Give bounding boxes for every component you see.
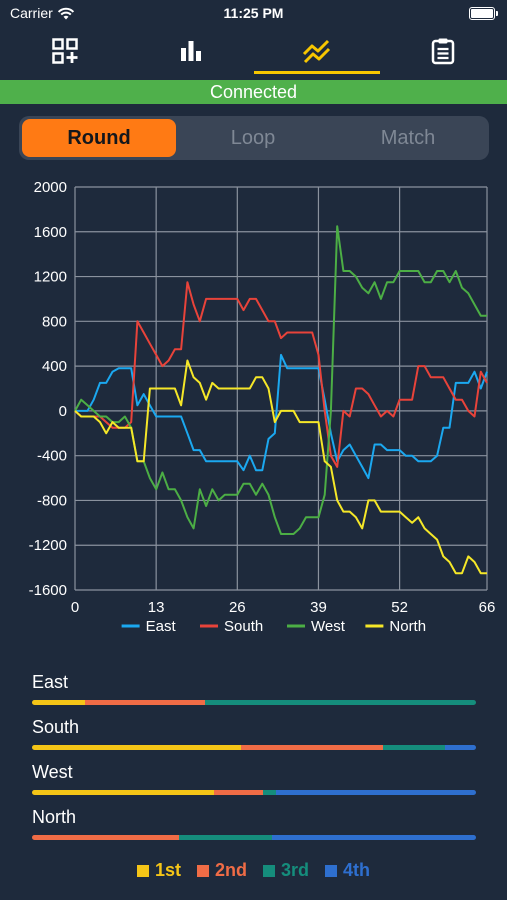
y-tick-label: -800	[37, 492, 67, 509]
trend-chart-icon	[302, 39, 331, 64]
rank-segment-3rd	[205, 700, 476, 705]
series-line-south	[74, 281, 488, 468]
x-tick-label: 39	[310, 599, 327, 616]
rank-legend-item: 4th	[325, 860, 370, 881]
top-tab-bar	[0, 28, 507, 80]
x-tick-label: 0	[71, 599, 79, 616]
rank-segment-3rd	[382, 745, 445, 750]
segment-round[interactable]: Round	[22, 119, 176, 157]
rank-legend: 1st 2nd 3rd 4th	[0, 860, 507, 881]
y-tick-label: 1200	[34, 269, 67, 286]
rank-segment-2nd	[214, 790, 263, 795]
status-bar: Carrier 11:25 PM	[0, 0, 507, 28]
rank-segment-1st	[32, 745, 241, 750]
x-tick-label: 66	[479, 599, 496, 616]
wifi-icon	[57, 7, 74, 19]
clock: 11:25 PM	[223, 5, 284, 21]
period-segmented-control: Round Loop Match	[19, 116, 489, 160]
battery-icon	[469, 7, 498, 20]
rank-label: 2nd	[214, 860, 247, 880]
player-name: East	[32, 672, 69, 692]
rank-bar	[32, 835, 476, 840]
y-axis-ticks: 2000 1600 1200 800 400 0 -400 -800 -1200 -1600	[29, 179, 67, 599]
player-name: South	[32, 717, 80, 737]
legend-label-east: East	[146, 618, 177, 635]
y-tick-label: -1600	[29, 582, 67, 599]
bar-chart-icon	[181, 41, 201, 61]
rank-segment-3rd	[178, 835, 272, 840]
legend-label-south: South	[224, 618, 263, 635]
carrier-label: Carrier	[10, 5, 53, 21]
series-line-east	[75, 353, 488, 480]
player-name: North	[32, 807, 77, 827]
x-tick-label: 52	[391, 599, 408, 616]
rank-segment-4th	[444, 745, 476, 750]
score-trend-chart: 2000 1600 1200 800 400 0 -400 -800 -1200 -1600 0 1…	[29, 179, 496, 635]
series-line-north	[74, 359, 487, 575]
active-tab-indicator	[254, 71, 380, 74]
y-tick-label: -400	[37, 448, 67, 465]
rank-legend-item: 1st	[136, 860, 181, 881]
tab-stats[interactable]	[128, 28, 254, 74]
rank-bar	[32, 790, 476, 795]
x-tick-label: 26	[229, 599, 246, 616]
y-tick-label: 0	[59, 403, 67, 420]
rank-segment-4th	[276, 790, 476, 795]
tab-add-score[interactable]	[2, 28, 128, 74]
y-tick-label: 2000	[34, 179, 67, 196]
rank-segment-2nd	[32, 835, 179, 840]
tab-log[interactable]	[380, 28, 506, 74]
series-line-west	[74, 225, 487, 535]
rank-bar	[32, 700, 476, 705]
rank-segment-2nd	[240, 745, 383, 750]
tab-trend[interactable]	[254, 28, 380, 74]
rank-bar	[32, 745, 476, 750]
grid-plus-icon	[52, 38, 78, 64]
y-tick-label: 1600	[34, 224, 67, 241]
rank-swatch	[263, 864, 275, 877]
clipboard-icon	[431, 38, 455, 65]
rank-label: 1st	[154, 860, 181, 880]
connection-banner: Connected	[0, 80, 507, 104]
y-tick-label: 400	[42, 358, 67, 375]
rank-label: 3rd	[281, 860, 310, 880]
rank-swatch	[196, 864, 209, 877]
rank-segment-2nd	[85, 700, 206, 705]
player-name: West	[32, 762, 73, 782]
rank-segment-3rd	[262, 790, 277, 795]
chart-series	[74, 225, 488, 575]
y-tick-label: -1200	[29, 537, 67, 554]
segment-loop[interactable]: Loop	[230, 127, 276, 149]
rank-segment-1st	[32, 700, 86, 705]
legend-label-north: North	[389, 618, 426, 635]
x-axis-ticks: 0 13 26 39 52 66	[71, 599, 496, 616]
carrier-info: Carrier	[10, 5, 75, 21]
rank-label: 4th	[343, 860, 371, 880]
rank-segment-1st	[32, 790, 215, 795]
rank-swatch	[325, 864, 338, 877]
chart-legend: East South West North	[121, 618, 426, 635]
rank-segment-4th	[271, 835, 476, 840]
y-tick-label: 800	[42, 313, 67, 330]
segment-match[interactable]: Match	[380, 127, 436, 149]
rank-legend-item: 2nd	[196, 860, 247, 881]
rank-swatch	[136, 864, 149, 877]
rank-legend-item: 3rd	[263, 860, 309, 881]
x-tick-label: 13	[148, 599, 165, 616]
legend-label-west: West	[311, 618, 346, 635]
